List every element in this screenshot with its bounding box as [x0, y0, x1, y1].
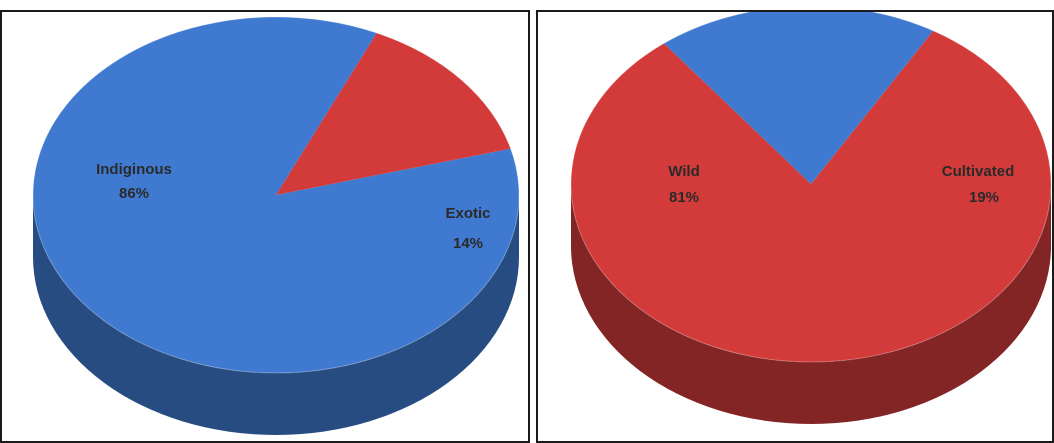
slice-value-wild: 81% — [669, 189, 699, 206]
pie-chart-origin-svg: Indiginous 86% Exotic 14% — [32, 16, 520, 435]
slice-value-cultivated: 19% — [969, 189, 999, 206]
pie-rim-1 — [570, 12, 1052, 363]
pie-rim-0 — [32, 16, 520, 374]
pie-chart-origin: Indiginous 86% Exotic 14% — [0, 10, 530, 443]
slice-value-exotic: 14% — [453, 235, 483, 252]
slice-label-exotic: Exotic — [445, 205, 490, 222]
pie-side-wild — [571, 184, 1051, 424]
slice-label-indiginous: Indiginous — [96, 161, 172, 178]
pie-chart-source: Wild 81% Cultivated 19% — [536, 10, 1054, 443]
slice-label-cultivated: Cultivated — [942, 163, 1015, 180]
pie-chart-source-svg: Wild 81% Cultivated 19% — [570, 12, 1052, 424]
pie-slice-indiginous — [33, 17, 519, 374]
pie-slice-wild — [571, 30, 1051, 362]
pie-slice-cultivated — [663, 12, 934, 184]
slice-label-wild: Wild — [668, 163, 700, 180]
pie-side-indiginous — [33, 195, 519, 435]
pie-slice-exotic — [276, 33, 511, 196]
slice-value-indiginous: 86% — [119, 185, 149, 202]
